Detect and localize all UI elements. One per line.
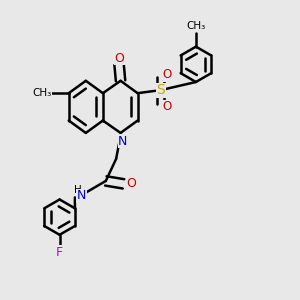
Text: CH₃: CH₃: [186, 21, 206, 31]
Text: O: O: [163, 100, 172, 113]
Text: O: O: [114, 52, 124, 64]
Text: N: N: [118, 135, 128, 148]
Text: N: N: [77, 189, 86, 202]
Text: O: O: [126, 177, 136, 190]
Text: F: F: [56, 246, 63, 259]
Text: H: H: [74, 185, 82, 195]
Text: S: S: [156, 83, 165, 97]
Text: O: O: [163, 68, 172, 81]
Text: CH₃: CH₃: [33, 88, 52, 98]
